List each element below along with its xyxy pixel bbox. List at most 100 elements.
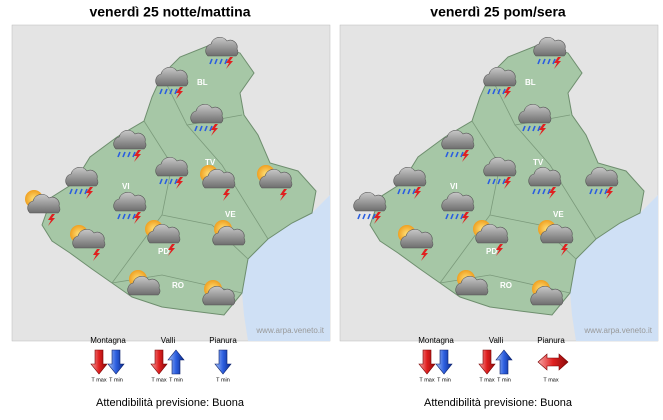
panel-title: venerdì 25 notte/mattina <box>89 4 250 20</box>
trend-arrow <box>167 349 185 375</box>
rain <box>492 88 496 95</box>
arrow-label: T min <box>169 377 183 383</box>
map: BL TV VI PD VE RO www.arpa.veneto.it <box>339 24 659 342</box>
zone-label: Montagna <box>418 336 454 345</box>
rain <box>69 188 73 195</box>
province-label: VI <box>450 182 458 191</box>
arrow-label: T max <box>543 377 558 383</box>
cloud <box>585 166 619 187</box>
rain <box>132 213 136 220</box>
weather-icon <box>257 165 293 201</box>
lightning <box>211 124 218 136</box>
rain <box>547 188 551 195</box>
cloud <box>259 168 293 189</box>
lightning <box>48 214 55 226</box>
cloud <box>483 156 517 177</box>
rain <box>117 151 121 158</box>
rain <box>455 213 459 220</box>
rain <box>132 151 136 158</box>
zone-label: Valli <box>161 336 176 345</box>
rain <box>522 125 526 132</box>
rain <box>127 213 131 220</box>
zone-label: Valli <box>489 336 504 345</box>
watermark: www.arpa.veneto.it <box>255 326 324 335</box>
cloud <box>441 129 475 150</box>
cloud <box>202 168 236 189</box>
weather-icon <box>530 280 564 306</box>
province-border <box>161 214 249 260</box>
province-label: PD <box>158 247 169 256</box>
rain <box>487 88 491 95</box>
lightning <box>134 212 141 224</box>
cloud <box>455 275 489 296</box>
lightning <box>606 187 613 199</box>
weather-icon <box>65 166 99 199</box>
rain <box>527 125 531 132</box>
province-label: VE <box>225 210 236 219</box>
lightning <box>226 57 233 69</box>
cloud <box>393 166 427 187</box>
cloud <box>518 103 552 124</box>
weather-icon <box>25 190 61 226</box>
weather-icon <box>155 156 189 189</box>
weather-icon <box>212 220 246 246</box>
rain <box>357 213 361 220</box>
arrow-label: T min <box>216 377 230 383</box>
cloud <box>72 228 106 249</box>
rain <box>159 88 163 95</box>
weather-icon <box>200 165 236 201</box>
rain <box>74 188 78 195</box>
province-border <box>111 120 173 284</box>
cloud <box>530 285 564 306</box>
trend-arrow <box>495 349 513 375</box>
lightning <box>93 249 100 261</box>
lightning <box>504 87 511 99</box>
province-label: VE <box>553 210 564 219</box>
lightning <box>280 189 287 201</box>
cloud <box>127 275 161 296</box>
cloud <box>155 66 189 87</box>
trend-arrow <box>90 349 108 375</box>
cloud <box>540 223 574 244</box>
sea <box>242 195 330 341</box>
rain <box>599 188 603 195</box>
sea <box>570 195 658 341</box>
weather-icon <box>113 129 147 162</box>
weather-icon <box>441 129 475 162</box>
rain <box>492 178 496 185</box>
trend-arrow <box>107 349 125 375</box>
rain <box>224 58 228 65</box>
arrow-label: T min <box>497 377 511 383</box>
cloud <box>353 191 387 212</box>
rain <box>122 151 126 158</box>
rain <box>214 58 218 65</box>
cloud <box>65 166 99 187</box>
weather-icon <box>353 191 387 224</box>
lightning <box>504 177 511 189</box>
rain <box>174 178 178 185</box>
lightning <box>134 150 141 162</box>
rain <box>450 213 454 220</box>
trend-arrow <box>150 349 168 375</box>
rain <box>455 151 459 158</box>
lightning <box>223 189 230 201</box>
cloud <box>113 191 147 212</box>
lightning <box>86 187 93 199</box>
lightning <box>554 57 561 69</box>
cloud <box>475 223 509 244</box>
weather-icon <box>113 191 147 224</box>
rain <box>552 58 556 65</box>
weather-icon <box>518 103 552 136</box>
rain <box>164 88 168 95</box>
lightning <box>176 177 183 189</box>
rain <box>209 125 213 132</box>
cloud <box>483 66 517 87</box>
map: BL TV VI PD VE RO www.arpa.veneto.it <box>11 24 331 342</box>
province-label: VI <box>122 182 130 191</box>
arrow-label: T min <box>437 377 451 383</box>
lightning <box>561 244 568 256</box>
weather-icon <box>483 156 517 189</box>
weather-icon <box>398 225 434 261</box>
rain <box>84 188 88 195</box>
weather-icon <box>483 66 517 99</box>
